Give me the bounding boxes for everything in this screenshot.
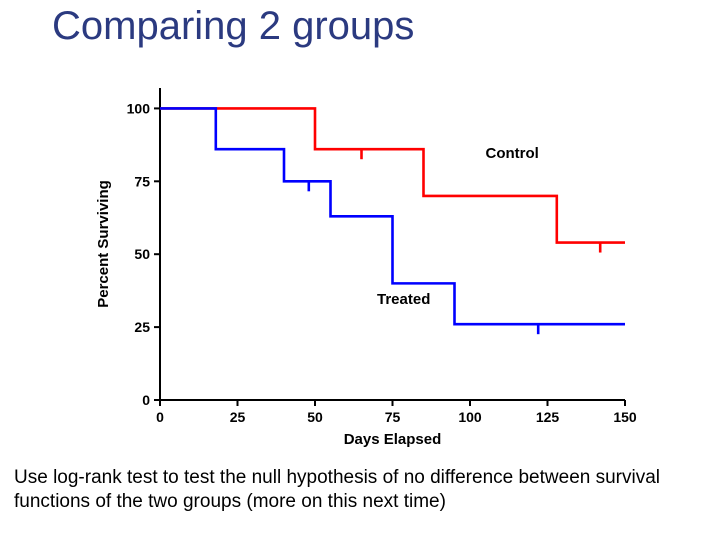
y-tick-label: 0 bbox=[142, 392, 150, 408]
caption-text: Use log-rank test to test the null hypot… bbox=[14, 466, 706, 514]
x-tick-label: 125 bbox=[536, 409, 560, 425]
series-label-treated: Treated bbox=[377, 291, 430, 308]
x-tick-label: 150 bbox=[613, 409, 637, 425]
series-label-control: Control bbox=[486, 145, 539, 162]
page-title: Comparing 2 groups bbox=[52, 4, 414, 49]
y-tick-label: 25 bbox=[134, 319, 150, 335]
chart-svg: 0 25 50 75 100 125 150 Days Elapsed 0 25 50 75 100 Pe… bbox=[80, 70, 640, 450]
survival-chart: 0 25 50 75 100 125 150 Days Elapsed 0 25 50 75 100 Pe… bbox=[80, 70, 640, 450]
x-tick-label: 100 bbox=[458, 409, 482, 425]
x-tick-label: 25 bbox=[230, 409, 246, 425]
x-tick-label: 50 bbox=[307, 409, 323, 425]
y-tick-label: 100 bbox=[127, 100, 151, 116]
x-axis-label: Days Elapsed bbox=[344, 431, 442, 448]
slide: Comparing 2 groups 0 25 50 75 100 125 150 Days … bbox=[0, 0, 720, 540]
x-tick-label: 0 bbox=[156, 409, 164, 425]
y-axis-label: Percent Surviving bbox=[95, 180, 112, 308]
y-tick-label: 75 bbox=[134, 173, 150, 189]
x-tick-label: 75 bbox=[385, 409, 401, 425]
y-tick-label: 50 bbox=[134, 246, 150, 262]
